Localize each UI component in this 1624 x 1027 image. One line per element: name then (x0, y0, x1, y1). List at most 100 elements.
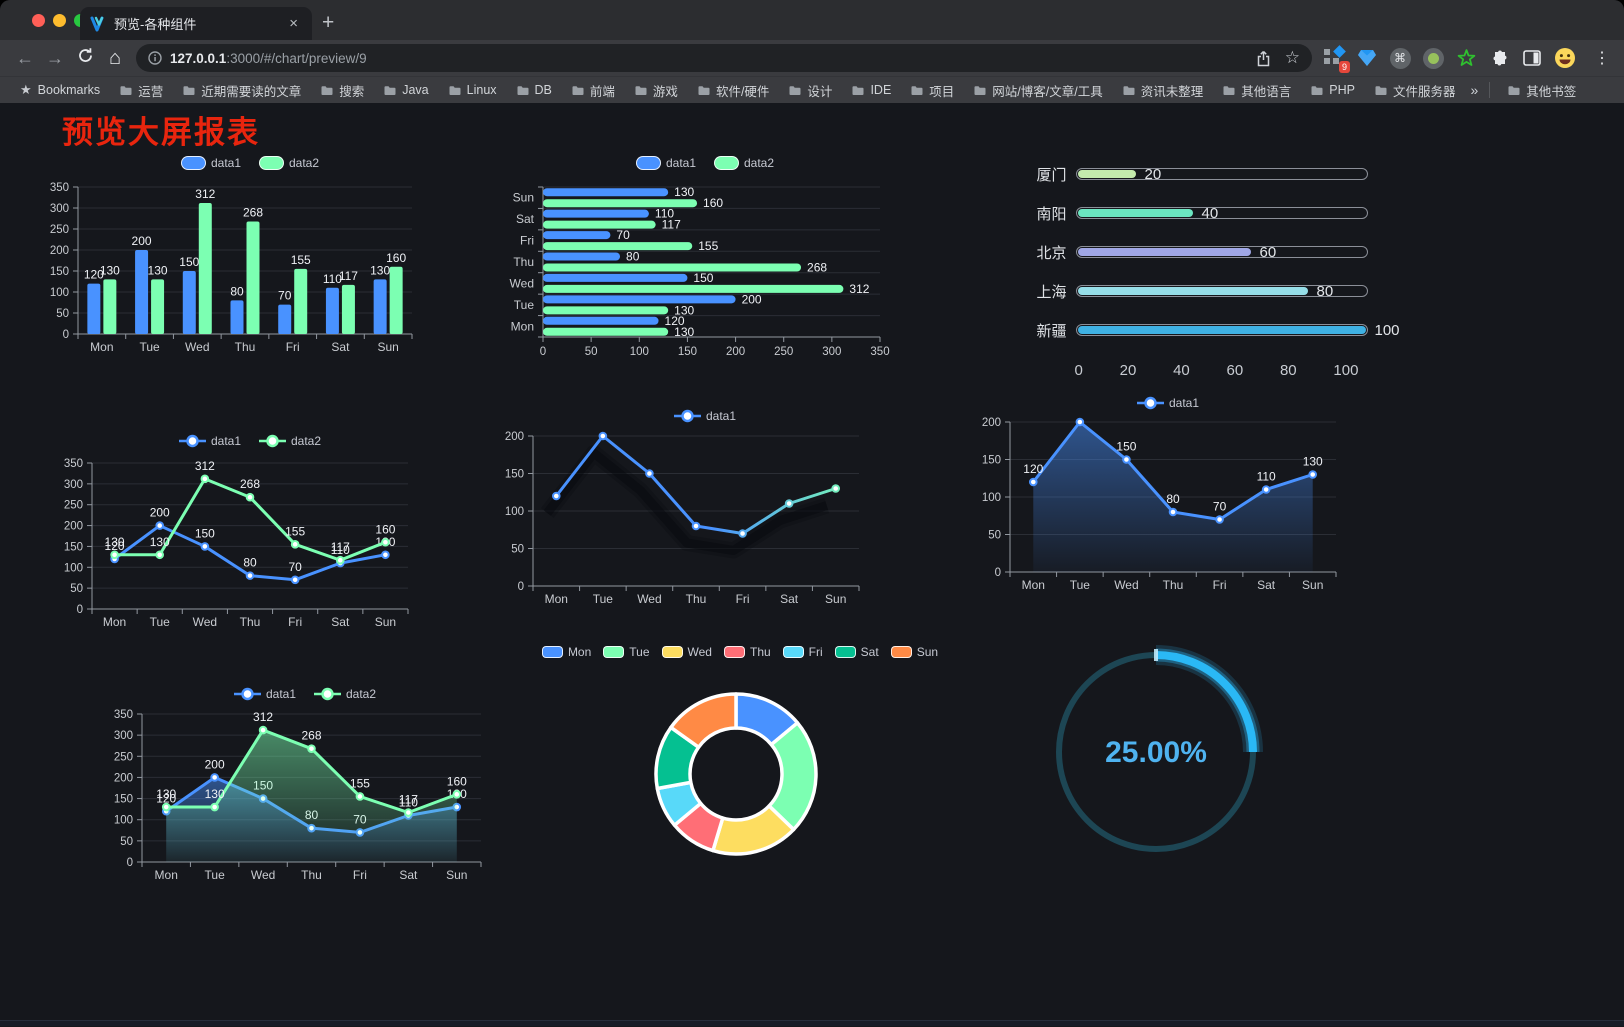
svg-text:100: 100 (50, 287, 69, 299)
bookmark-folder[interactable]: 前端 (565, 79, 621, 102)
window-minimize-button[interactable] (53, 14, 66, 27)
svg-text:Tue: Tue (205, 868, 226, 882)
legend-label: Fri (808, 645, 823, 659)
browser-menu-icon[interactable]: ⋮ (1594, 50, 1610, 67)
legend-item[interactable]: data2 (259, 434, 321, 448)
bookmark-folder[interactable]: 文件服务器 (1368, 79, 1462, 102)
legend-item[interactable]: data1 (1136, 396, 1199, 410)
browser-tab[interactable]: 预览-各种组件 × (80, 7, 312, 40)
svg-text:70: 70 (616, 228, 630, 242)
extensions-puzzle-icon[interactable] (1487, 46, 1511, 70)
progress-fill (1077, 170, 1136, 178)
svg-text:250: 250 (64, 500, 83, 512)
bookmark-folder[interactable]: 资讯未整理 (1116, 79, 1210, 102)
command-extension-icon[interactable]: ⌘ (1388, 46, 1412, 70)
svg-text:Wed: Wed (510, 276, 534, 290)
window-close-button[interactable] (32, 14, 45, 27)
svg-text:312: 312 (253, 710, 273, 724)
legend-label: Sun (916, 645, 939, 659)
bookmark-folder[interactable]: 游戏 (628, 79, 684, 102)
legend-item[interactable]: data2 (259, 156, 319, 170)
legend-item[interactable]: data1 (673, 409, 736, 423)
folder-icon (384, 85, 396, 95)
legend-item[interactable]: Sun (890, 645, 939, 659)
svg-text:110: 110 (331, 543, 350, 557)
bookmark-folder[interactable]: IDE (845, 81, 897, 99)
bookmark-folder[interactable]: 其他语言 (1216, 79, 1297, 102)
legend-swatch (714, 156, 739, 170)
bookmark-folder[interactable]: Java (377, 81, 434, 99)
svg-text:130: 130 (674, 185, 694, 199)
forward-icon[interactable]: → (46, 47, 64, 68)
legend-item[interactable]: Tue (603, 645, 650, 659)
svg-text:200: 200 (205, 757, 225, 771)
svg-text:Thu: Thu (235, 340, 256, 354)
legend-item[interactable]: Sat (834, 645, 879, 659)
side-panel-icon[interactable] (1520, 46, 1544, 70)
bookmark-folder[interactable]: 近期需要读的文章 (176, 79, 307, 102)
bookmark-star-icon[interactable]: ☆ (1284, 48, 1300, 67)
bookmark-folder[interactable]: 运营 (113, 79, 169, 102)
svg-text:268: 268 (807, 261, 827, 275)
site-info-icon[interactable] (148, 51, 162, 65)
bookmark-folder[interactable]: 软件/硬件 (691, 79, 775, 102)
legend-swatch (782, 646, 804, 658)
legend-item[interactable]: Mon (541, 645, 591, 659)
tab-close-icon[interactable]: × (289, 15, 298, 32)
progress-track: 40 (1075, 205, 1368, 222)
share-icon[interactable] (1256, 50, 1271, 67)
legend-item[interactable]: Fri (782, 645, 823, 659)
xpath-star-icon[interactable] (1454, 46, 1478, 70)
tampermonkey-icon[interactable]: 9 (1322, 45, 1350, 73)
legend-item[interactable]: Wed (661, 645, 712, 659)
svg-text:Mon: Mon (155, 868, 178, 882)
svg-text:155: 155 (350, 776, 370, 790)
folder-icon (1123, 85, 1135, 95)
svg-text:50: 50 (988, 530, 1001, 542)
legend-item[interactable]: data1 (233, 687, 296, 701)
legend-item[interactable]: data1 (180, 156, 241, 170)
chart-cell-area-dual: data1 data2 0 50 100 150 200 250 300 350 Mon Tue Wed… (95, 678, 515, 890)
svg-text:Tue: Tue (150, 615, 171, 629)
legend-item[interactable]: data1 (178, 434, 241, 448)
bookmarks-overflow-chevron[interactable]: » (1470, 82, 1479, 98)
bookmark-folder[interactable]: 搜索 (314, 79, 370, 102)
legend-line-icon (314, 687, 341, 701)
legend-item[interactable]: data2 (314, 687, 376, 701)
bookmark-folder[interactable]: Linux (442, 81, 503, 99)
bookmark-folder[interactable]: DB (510, 81, 558, 99)
pie-slice-Sun[interactable] (669, 692, 738, 749)
bookmark-folder[interactable]: 网站/博客/文章/工具 (967, 79, 1108, 102)
reload-icon[interactable] (70, 47, 100, 69)
gem-extension-icon[interactable] (1355, 46, 1379, 70)
folder-icon (572, 85, 584, 95)
bookmark-folder[interactable]: 项目 (904, 79, 960, 102)
legend-item[interactable]: data1 (635, 156, 696, 170)
url-bar[interactable]: 127.0.0.1:3000/#/chart/preview/9 ☆ (136, 44, 1312, 72)
profile-avatar[interactable] (1553, 46, 1577, 70)
folder-icon (911, 85, 923, 95)
home-icon[interactable]: ⌂ (108, 46, 122, 69)
bookmark-folder[interactable]: 设计 (782, 79, 838, 102)
recorder-extension-icon[interactable] (1421, 46, 1445, 70)
other-bookmarks[interactable]: 其他书签 (1501, 79, 1582, 102)
progress-row: 南阳 40 (989, 205, 1368, 223)
back-icon[interactable]: ← (16, 47, 34, 68)
svg-text:Wed: Wed (185, 340, 209, 354)
extension-badge: 9 (1338, 61, 1350, 73)
svg-text:117: 117 (399, 793, 418, 807)
svg-text:0: 0 (127, 857, 133, 869)
legend-item[interactable]: Thu (723, 645, 771, 659)
svg-text:Tue: Tue (514, 298, 535, 312)
legend-item[interactable]: data2 (714, 156, 774, 170)
new-tab-button[interactable]: + (322, 11, 335, 34)
progress-fill (1077, 248, 1251, 256)
folder-icon (974, 85, 986, 95)
progress-fill (1077, 287, 1308, 295)
legend-swatch (635, 156, 661, 170)
browser-toolbar: ← → ⌂ 127.0.0.1:3000/#/chart/preview/9 ☆ (0, 40, 1624, 76)
chart-legend: data1 data2 (635, 155, 774, 171)
bookmark-folder[interactable]: PHP (1304, 81, 1361, 99)
svg-text:130: 130 (156, 787, 176, 801)
bookmarks-manager[interactable]: ★ Bookmarks (20, 82, 101, 97)
